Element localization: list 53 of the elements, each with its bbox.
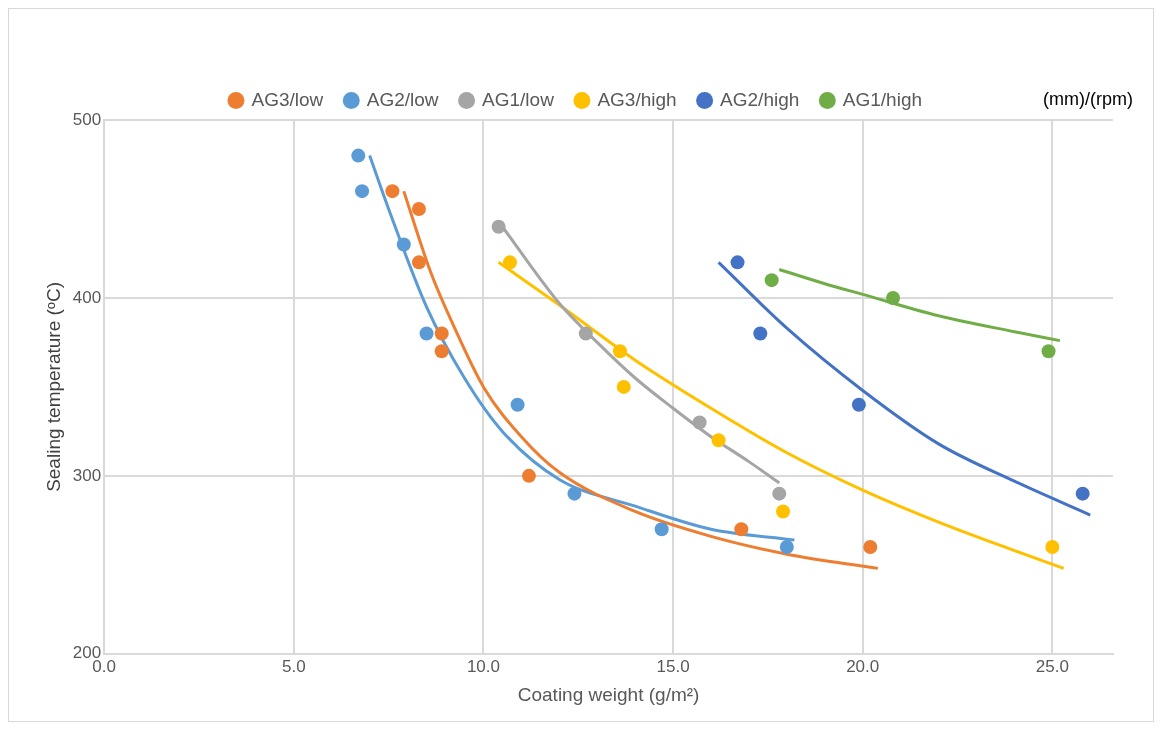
line-series (402, 189, 880, 570)
point (753, 326, 768, 341)
x-tick-label: 10.0 (466, 656, 500, 676)
point (851, 397, 866, 412)
point (434, 344, 449, 359)
point (692, 415, 707, 430)
legend-label: AG2/low (366, 88, 439, 110)
legend-label: AG1/high (842, 88, 923, 110)
point (730, 255, 745, 270)
y-tick-label: 500 (72, 109, 102, 129)
point (886, 290, 901, 305)
point (385, 184, 400, 199)
point (616, 379, 631, 394)
point (502, 255, 517, 270)
x-tick-label: 5.0 (281, 656, 306, 676)
text: (mm)/(rpm) (1043, 89, 1133, 110)
point (355, 184, 370, 199)
y-tick-label: 400 (72, 287, 102, 307)
point (1075, 486, 1090, 501)
x-axis-title: Coating weight (g/m²) (517, 683, 700, 705)
point (396, 237, 411, 252)
point (1041, 344, 1056, 359)
y-tick-label: 300 (72, 465, 102, 485)
point (654, 522, 669, 537)
point (779, 540, 794, 555)
point (578, 326, 593, 341)
point (1045, 540, 1060, 555)
point (351, 148, 366, 163)
x-tick-label: 15.0 (656, 656, 690, 676)
point (411, 255, 426, 270)
point (772, 486, 787, 501)
point (521, 468, 536, 483)
line-series (717, 260, 1092, 517)
point (612, 344, 627, 359)
point (411, 201, 426, 216)
legend-label: AG1/low (482, 88, 555, 110)
point (510, 397, 525, 412)
x-tick-label: 25.0 (1035, 656, 1069, 676)
legend-label: AG3/high (597, 88, 677, 110)
point (734, 522, 749, 537)
point (434, 326, 449, 341)
point (491, 219, 506, 234)
legend-label: AG2/high (720, 88, 800, 110)
point (764, 273, 779, 288)
point (567, 486, 582, 501)
point (711, 433, 726, 448)
legend-label: AG3/low (251, 88, 324, 110)
point (863, 540, 878, 555)
point (776, 504, 791, 519)
line-series (777, 267, 1062, 343)
x-tick-label: 20.0 (846, 656, 880, 676)
y-axis-title: Sealing temperature (ᵒC) (42, 281, 64, 492)
point (419, 326, 434, 341)
